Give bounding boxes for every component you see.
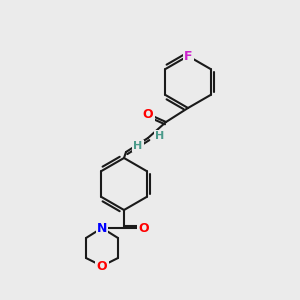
Text: H: H	[134, 141, 142, 151]
Text: O: O	[143, 107, 153, 121]
Text: N: N	[97, 221, 107, 235]
Text: F: F	[184, 50, 192, 62]
Text: O: O	[97, 260, 107, 272]
Text: O: O	[139, 221, 149, 235]
Text: H: H	[155, 131, 165, 141]
